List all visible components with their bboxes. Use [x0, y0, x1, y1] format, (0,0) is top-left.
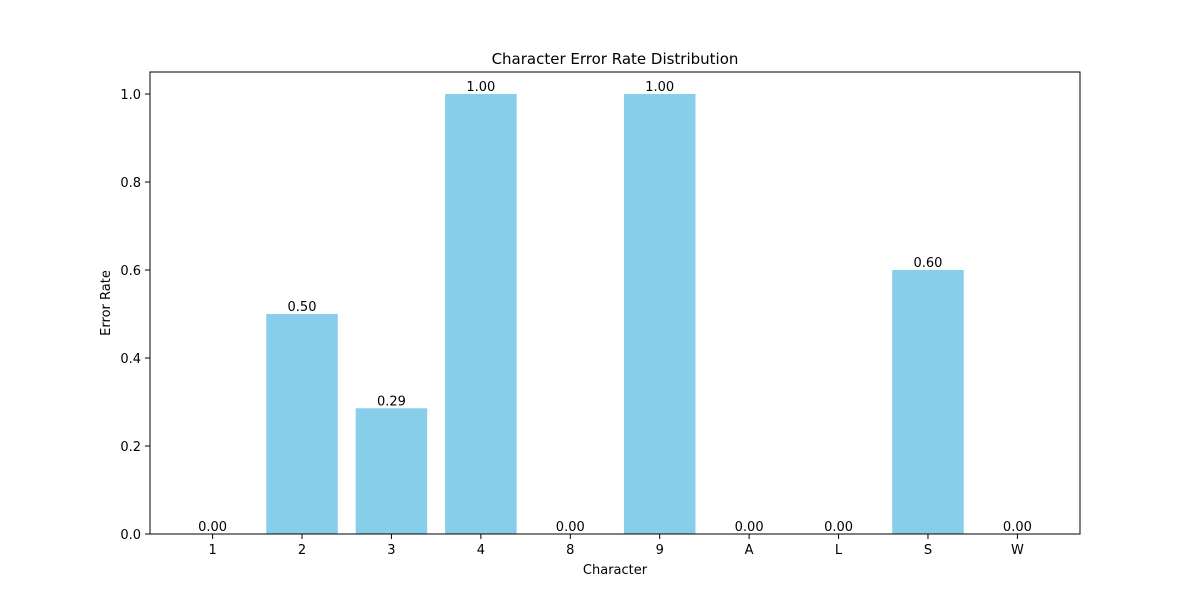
data-label-L: 0.00 [824, 520, 853, 535]
y-tick-label-4: 0.8 [120, 176, 141, 191]
bar-2 [266, 314, 338, 534]
y-tick-label-2: 0.4 [120, 352, 141, 367]
data-label-1: 0.00 [198, 520, 227, 535]
bar-S [892, 270, 964, 534]
bars-group [266, 94, 964, 534]
data-label-3: 0.29 [377, 394, 406, 409]
data-label-4: 1.00 [466, 80, 495, 95]
data-label-9: 1.00 [645, 80, 674, 95]
x-tick-label-3: 3 [387, 543, 395, 558]
x-axis: 1 2 3 4 8 9 A L S W [208, 534, 1024, 558]
data-labels-group: 0.00 0.50 0.29 1.00 0.00 1.00 0.00 0.00 0.60 0.00 [198, 80, 1032, 535]
x-tick-label-1: 1 [208, 543, 216, 558]
y-axis-label: Error Rate [99, 270, 114, 336]
x-tick-label-4: 4 [477, 543, 485, 558]
x-tick-label-8: 8 [566, 543, 574, 558]
data-label-A: 0.00 [735, 520, 764, 535]
bar-3 [355, 408, 428, 534]
x-tick-label-2: 2 [298, 543, 306, 558]
data-label-W: 0.00 [1003, 520, 1032, 535]
x-tick-label-9: 9 [656, 543, 664, 558]
data-label-S: 0.60 [914, 256, 943, 271]
x-tick-label-S: S [924, 543, 932, 558]
chart-title: Character Error Rate Distribution [492, 50, 739, 68]
y-tick-label-1: 0.2 [120, 440, 141, 455]
x-axis-label: Character [583, 563, 648, 578]
y-tick-label-5: 1.0 [120, 88, 141, 103]
x-tick-label-A: A [745, 543, 754, 558]
y-tick-label-3: 0.6 [120, 264, 141, 279]
x-tick-label-L: L [835, 543, 843, 558]
bar-4 [445, 94, 517, 534]
y-tick-label-0: 0.0 [120, 528, 141, 543]
y-axis: 0.0 0.2 0.4 0.6 0.8 1.0 [120, 88, 150, 543]
data-label-8: 0.00 [556, 520, 585, 535]
bar-9 [623, 94, 696, 534]
data-label-2: 0.50 [288, 300, 317, 315]
x-tick-label-W: W [1011, 543, 1024, 558]
plot-frame [149, 71, 1081, 535]
